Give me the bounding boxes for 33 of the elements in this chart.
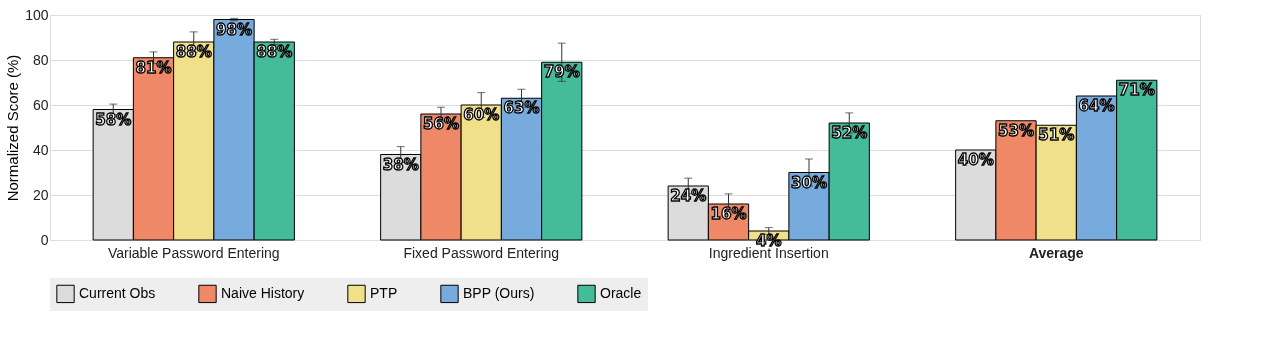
legend-label: Current Obs: [79, 284, 156, 301]
legend-label: PTP: [370, 284, 398, 301]
x-tick-label: Average: [1028, 244, 1084, 261]
y-tick-label: 20: [32, 186, 49, 203]
text: 38%: [382, 155, 419, 174]
text: 98%: [216, 20, 252, 39]
text: 40%: [957, 151, 994, 169]
text: 24%: [670, 187, 707, 205]
text: 63%: [503, 99, 540, 118]
text: 16%: [710, 205, 747, 223]
y-tick-label: 60: [32, 96, 49, 113]
text: 56%: [423, 115, 459, 133]
text: 81%: [135, 58, 172, 77]
y-tick-label: 80: [32, 51, 49, 68]
y-tick-label: 40: [32, 141, 49, 158]
text: 71%: [1118, 81, 1155, 100]
text: 88%: [256, 43, 293, 61]
legend-label: BPP (Ours): [463, 284, 535, 301]
y-tick-label: 100: [25, 6, 49, 23]
text: 64%: [1078, 97, 1115, 115]
text: 88%: [175, 43, 212, 61]
x-tick-label: Variable Password Entering: [107, 244, 280, 261]
text: 52%: [831, 124, 868, 142]
x-tick-label: Fixed Password Entering: [403, 244, 560, 261]
legend-label: Oracle: [600, 284, 642, 301]
text: 60%: [463, 106, 500, 124]
y-tick-label: 0: [40, 231, 49, 248]
text: 58%: [95, 110, 132, 129]
y-axis-title: Normalized Score (%): [4, 54, 22, 202]
text: 51%: [1038, 126, 1075, 145]
text: 53%: [998, 121, 1034, 140]
legend-label: Naive History: [221, 284, 305, 301]
text: 30%: [791, 173, 827, 192]
